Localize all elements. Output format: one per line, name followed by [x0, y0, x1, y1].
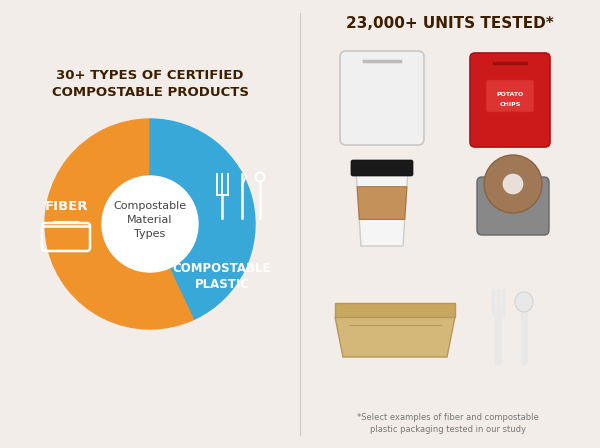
Text: COMPOSTABLE PRODUCTS: COMPOSTABLE PRODUCTS — [52, 86, 248, 99]
Circle shape — [484, 155, 542, 213]
Text: *Select examples of fiber and compostable
plastic packaging tested in our study: *Select examples of fiber and compostabl… — [357, 413, 539, 434]
FancyBboxPatch shape — [486, 80, 534, 112]
Circle shape — [503, 174, 523, 194]
Text: 30+ TYPES OF CERTIFIED: 30+ TYPES OF CERTIFIED — [56, 69, 244, 82]
Polygon shape — [356, 170, 408, 246]
Text: CHIPS: CHIPS — [499, 102, 521, 107]
FancyBboxPatch shape — [340, 51, 424, 145]
Text: COMPOSTABLE
PLASTIC: COMPOSTABLE PLASTIC — [173, 262, 271, 290]
FancyBboxPatch shape — [477, 177, 549, 235]
FancyBboxPatch shape — [351, 160, 413, 176]
Text: POTATO: POTATO — [496, 91, 524, 96]
Polygon shape — [357, 187, 407, 220]
FancyBboxPatch shape — [470, 53, 550, 147]
Text: FIBER: FIBER — [44, 199, 88, 212]
Wedge shape — [45, 119, 195, 329]
Ellipse shape — [515, 292, 533, 312]
Circle shape — [102, 176, 198, 272]
Text: 23,000+ UNITS TESTED*: 23,000+ UNITS TESTED* — [346, 16, 554, 31]
Polygon shape — [335, 317, 455, 357]
Wedge shape — [150, 119, 255, 319]
Polygon shape — [335, 303, 455, 317]
Text: Compostable
Material
Types: Compostable Material Types — [113, 201, 187, 239]
